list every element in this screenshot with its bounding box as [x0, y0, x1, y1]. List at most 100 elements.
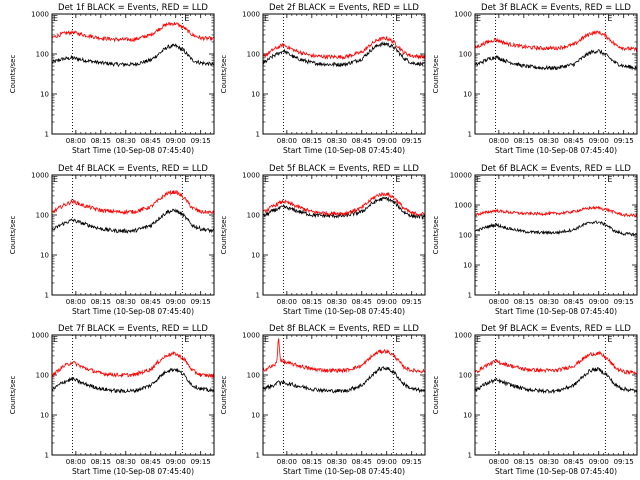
x-axis-label: Start Time (10-Sep-08 07:45:40): [283, 146, 405, 155]
x-tick-label: 08:15: [514, 458, 534, 466]
events-series-line: [475, 366, 637, 395]
x-axis-label: Start Time (10-Sep-08 07:45:40): [72, 146, 194, 155]
detector-panel: Det 6f BLACK = Events, RED = LLD Counts/s…: [432, 164, 638, 316]
events-series-line: [263, 366, 425, 394]
y-tick-label: 1: [468, 292, 472, 300]
lld-series-line: [52, 350, 214, 379]
y-tick-label: 1000: [242, 172, 260, 180]
event-marker-label: E: [607, 335, 612, 344]
detector-panel: Det 2f BLACK = Events, RED = LLD Counts/s…: [220, 3, 426, 155]
y-axis-label: Counts/sec: [9, 55, 17, 94]
y-tick-label: 1000: [242, 332, 260, 340]
y-tick-label: 100: [459, 51, 472, 59]
x-axis-label: Start Time (10-Sep-08 07:45:40): [72, 467, 194, 476]
events-series-line: [52, 43, 214, 68]
x-tick-label: 08:00: [66, 298, 86, 306]
y-tick-label: 1: [468, 452, 472, 460]
event-marker-label: E: [395, 175, 400, 184]
y-axis-label: Counts/sec: [220, 376, 228, 415]
x-tick-label: 08:00: [66, 137, 86, 145]
y-tick-label: 100: [36, 372, 49, 380]
panel-title: Det 7f BLACK = Events, RED = LLD: [58, 324, 208, 334]
x-tick-label: 09:15: [402, 458, 422, 466]
x-axis-label: Start Time (10-Sep-08 07:45:40): [495, 146, 617, 155]
x-tick-label: 08:15: [91, 137, 111, 145]
lld-series-line: [475, 29, 637, 52]
y-axis-label: Counts/sec: [9, 376, 17, 415]
y-tick-label: 10000: [450, 172, 472, 180]
x-tick-label: 08:15: [91, 298, 111, 306]
y-tick-label: 1: [45, 452, 49, 460]
x-tick-label: 08:30: [116, 137, 136, 145]
x-tick-label: 08:15: [302, 137, 322, 145]
x-tick-label: 08:00: [277, 137, 297, 145]
y-tick-label: 1000: [454, 202, 472, 210]
detector-panel: Det 4f BLACK = Events, RED = LLD Counts/s…: [9, 164, 215, 316]
x-tick-label: 08:45: [141, 458, 161, 466]
x-tick-label: 08:00: [489, 298, 509, 306]
y-tick-label: 1: [45, 131, 49, 139]
x-tick-label: 08:30: [539, 458, 559, 466]
event-marker-label: E: [395, 335, 400, 344]
y-axis-label: Counts/sec: [220, 55, 228, 94]
y-tick-label: 10: [40, 91, 49, 99]
x-tick-label: 09:00: [589, 137, 609, 145]
y-tick-label: 10: [251, 252, 260, 260]
x-tick-label: 08:45: [352, 458, 372, 466]
x-tick-label: 08:00: [489, 137, 509, 145]
y-tick-label: 10: [251, 91, 260, 99]
event-marker-label: E: [264, 14, 269, 23]
y-tick-label: 1: [256, 452, 260, 460]
x-tick-label: 08:45: [141, 298, 161, 306]
y-tick-label: 1000: [31, 332, 49, 340]
y-axis-label: Counts/sec: [432, 55, 440, 94]
plot-frame: [51, 13, 215, 135]
y-tick-label: 1000: [454, 11, 472, 19]
x-tick-label: 08:00: [66, 458, 86, 466]
lld-series-line: [263, 191, 425, 217]
panel-title: Det 1f BLACK = Events, RED = LLD: [58, 3, 208, 13]
y-tick-label: 1: [256, 131, 260, 139]
x-axis-label: Start Time (10-Sep-08 07:45:40): [72, 307, 194, 316]
event-marker-label: E: [264, 335, 269, 344]
events-series-line: [475, 49, 637, 71]
x-tick-label: 09:00: [166, 137, 186, 145]
event-marker-label: E: [53, 175, 58, 184]
x-tick-label: 08:45: [352, 298, 372, 306]
events-series-line: [52, 367, 214, 394]
event-marker-label: E: [607, 14, 612, 23]
y-tick-label: 10: [463, 412, 472, 420]
x-axis-label: Start Time (10-Sep-08 07:45:40): [283, 307, 405, 316]
events-series-line: [475, 220, 637, 237]
y-tick-label: 1000: [31, 11, 49, 19]
y-axis-label: Counts/sec: [432, 376, 440, 415]
x-tick-label: 08:15: [514, 298, 534, 306]
y-tick-label: 10: [40, 252, 49, 260]
y-tick-label: 100: [36, 51, 49, 59]
events-series-line: [263, 40, 425, 68]
x-tick-label: 08:30: [539, 137, 559, 145]
x-tick-label: 09:00: [166, 458, 186, 466]
event-marker-label: E: [53, 335, 58, 344]
detector-panel: Det 8f BLACK = Events, RED = LLD Counts/s…: [220, 324, 426, 476]
x-tick-label: 09:15: [191, 298, 211, 306]
lld-series-line: [263, 36, 425, 60]
y-axis-label: Counts/sec: [9, 216, 17, 255]
y-tick-label: 1000: [454, 332, 472, 340]
panel-title: Det 8f BLACK = Events, RED = LLD: [269, 324, 419, 334]
x-tick-label: 08:00: [277, 458, 297, 466]
panel-title: Det 6f BLACK = Events, RED = LLD: [481, 164, 631, 174]
y-tick-label: 100: [459, 232, 472, 240]
lld-series-line: [52, 189, 214, 216]
x-tick-label: 08:30: [116, 458, 136, 466]
plot-frame: [262, 13, 426, 135]
panel-title: Det 9f BLACK = Events, RED = LLD: [481, 324, 631, 334]
y-tick-label: 10: [463, 91, 472, 99]
panel-title: Det 4f BLACK = Events, RED = LLD: [58, 164, 208, 174]
x-tick-label: 08:00: [277, 298, 297, 306]
event-marker-label: E: [184, 175, 189, 184]
x-tick-label: 08:45: [564, 298, 584, 306]
x-tick-label: 08:15: [91, 458, 111, 466]
x-tick-label: 09:15: [402, 298, 422, 306]
